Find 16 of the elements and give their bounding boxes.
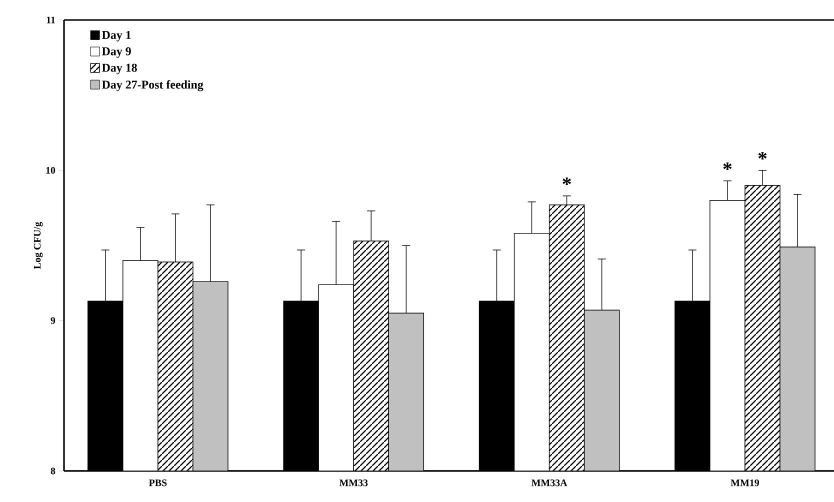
y-tick-label: 9 <box>50 317 56 324</box>
x-tick-label: MM19 <box>730 480 760 486</box>
legend-label: Day 27-Post feeding <box>102 80 204 92</box>
annotation: * <box>723 162 732 170</box>
annotation: * <box>758 152 767 160</box>
annotation: * <box>562 178 571 186</box>
x-tick-label: MM33 <box>339 480 368 486</box>
legend-label: Day 18 <box>102 64 137 74</box>
legend-label: Day 1 <box>102 30 131 42</box>
y-axis-title: Log CFU/g <box>34 222 43 269</box>
y-tick-label: 8 <box>50 468 56 474</box>
x-tick-label: MM33A <box>531 480 568 486</box>
legend-label: Day 9 <box>102 47 131 58</box>
x-tick-label: PBS <box>148 480 167 486</box>
y-tick-label: 11 <box>46 16 55 24</box>
y-tick-label: 10 <box>46 166 56 174</box>
